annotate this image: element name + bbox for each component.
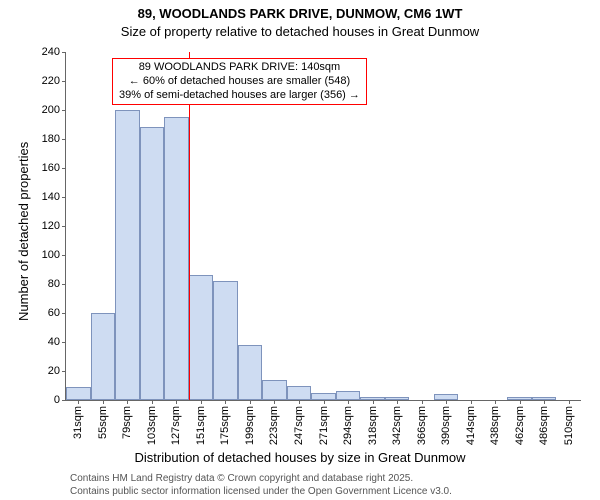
xtick-label: 271sqm — [318, 406, 330, 445]
xtick-label: 175sqm — [219, 406, 231, 445]
xtick-label: 510sqm — [563, 406, 575, 445]
xtick-label: 151sqm — [195, 406, 207, 445]
xtick-label: 462sqm — [514, 406, 526, 445]
xtick-label: 342sqm — [391, 406, 403, 445]
ytick-label: 80 — [48, 278, 60, 290]
chart-title-line1: 89, WOODLANDS PARK DRIVE, DUNMOW, CM6 1W… — [0, 6, 600, 21]
ytick-label: 200 — [42, 104, 60, 116]
histogram-bar — [287, 386, 312, 401]
histogram-bar — [311, 393, 336, 400]
xtick-label: 438sqm — [489, 406, 501, 445]
xtick-label: 79sqm — [121, 406, 133, 439]
ytick-label: 120 — [42, 220, 60, 232]
ytick-label: 100 — [42, 249, 60, 261]
xtick-mark — [250, 400, 251, 404]
xtick-label: 103sqm — [146, 406, 158, 445]
xtick-mark — [544, 400, 545, 404]
ytick-label: 160 — [42, 162, 60, 174]
ytick-mark — [62, 284, 66, 285]
ytick-label: 240 — [42, 46, 60, 58]
histogram-bar — [140, 127, 165, 400]
ytick-label: 60 — [48, 307, 60, 319]
xtick-mark — [348, 400, 349, 404]
xtick-label: 247sqm — [293, 406, 305, 445]
footer-credits: Contains HM Land Registry data © Crown c… — [70, 473, 452, 498]
ytick-label: 40 — [48, 336, 60, 348]
x-axis-label: Distribution of detached houses by size … — [0, 450, 600, 465]
xtick-label: 31sqm — [72, 406, 84, 439]
xtick-mark — [176, 400, 177, 404]
xtick-label: 55sqm — [97, 406, 109, 439]
xtick-label: 294sqm — [342, 406, 354, 445]
xtick-label: 223sqm — [268, 406, 280, 445]
ytick-label: 0 — [54, 394, 60, 406]
chart-container: 89, WOODLANDS PARK DRIVE, DUNMOW, CM6 1W… — [0, 0, 600, 500]
xtick-mark — [201, 400, 202, 404]
ytick-mark — [62, 342, 66, 343]
xtick-mark — [471, 400, 472, 404]
xtick-label: 127sqm — [170, 406, 182, 445]
histogram-bar — [115, 110, 140, 400]
xtick-mark — [373, 400, 374, 404]
ytick-mark — [62, 197, 66, 198]
chart-title-line2: Size of property relative to detached ho… — [0, 24, 600, 39]
histogram-bar — [262, 380, 287, 400]
xtick-label: 414sqm — [465, 406, 477, 445]
ytick-label: 140 — [42, 191, 60, 203]
ytick-mark — [62, 139, 66, 140]
footer-line: Contains HM Land Registry data © Crown c… — [70, 473, 452, 486]
xtick-label: 318sqm — [367, 406, 379, 445]
histogram-bar — [91, 313, 116, 400]
ytick-label: 180 — [42, 133, 60, 145]
xtick-label: 486sqm — [538, 406, 550, 445]
xtick-mark — [225, 400, 226, 404]
ytick-mark — [62, 110, 66, 111]
xtick-label: 366sqm — [416, 406, 428, 445]
xtick-mark — [520, 400, 521, 404]
ytick-mark — [62, 400, 66, 401]
annotation-box: 89 WOODLANDS PARK DRIVE: 140sqm← 60% of … — [112, 58, 367, 105]
ytick-mark — [62, 52, 66, 53]
ytick-mark — [62, 226, 66, 227]
ytick-mark — [62, 81, 66, 82]
ytick-mark — [62, 371, 66, 372]
ytick-label: 20 — [48, 365, 60, 377]
ytick-mark — [62, 168, 66, 169]
annotation-line: ← 60% of detached houses are smaller (54… — [119, 75, 360, 89]
histogram-bar — [336, 391, 361, 400]
xtick-mark — [569, 400, 570, 404]
xtick-mark — [78, 400, 79, 404]
xtick-mark — [495, 400, 496, 404]
annotation-line: 39% of semi-detached houses are larger (… — [119, 89, 360, 103]
footer-line: Contains public sector information licen… — [70, 486, 452, 499]
xtick-mark — [152, 400, 153, 404]
ytick-mark — [62, 255, 66, 256]
histogram-bar — [189, 275, 214, 400]
xtick-mark — [397, 400, 398, 404]
xtick-mark — [446, 400, 447, 404]
xtick-mark — [422, 400, 423, 404]
ytick-label: 220 — [42, 75, 60, 87]
histogram-bar — [66, 387, 91, 400]
histogram-bar — [238, 345, 263, 400]
annotation-line: 89 WOODLANDS PARK DRIVE: 140sqm — [119, 61, 360, 75]
xtick-mark — [324, 400, 325, 404]
histogram-bar — [213, 281, 238, 400]
xtick-mark — [299, 400, 300, 404]
xtick-mark — [103, 400, 104, 404]
xtick-label: 199sqm — [244, 406, 256, 445]
y-axis-label: Number of detached properties — [16, 142, 31, 321]
histogram-bar — [164, 117, 189, 400]
xtick-mark — [274, 400, 275, 404]
xtick-label: 390sqm — [440, 406, 452, 445]
xtick-mark — [127, 400, 128, 404]
ytick-mark — [62, 313, 66, 314]
